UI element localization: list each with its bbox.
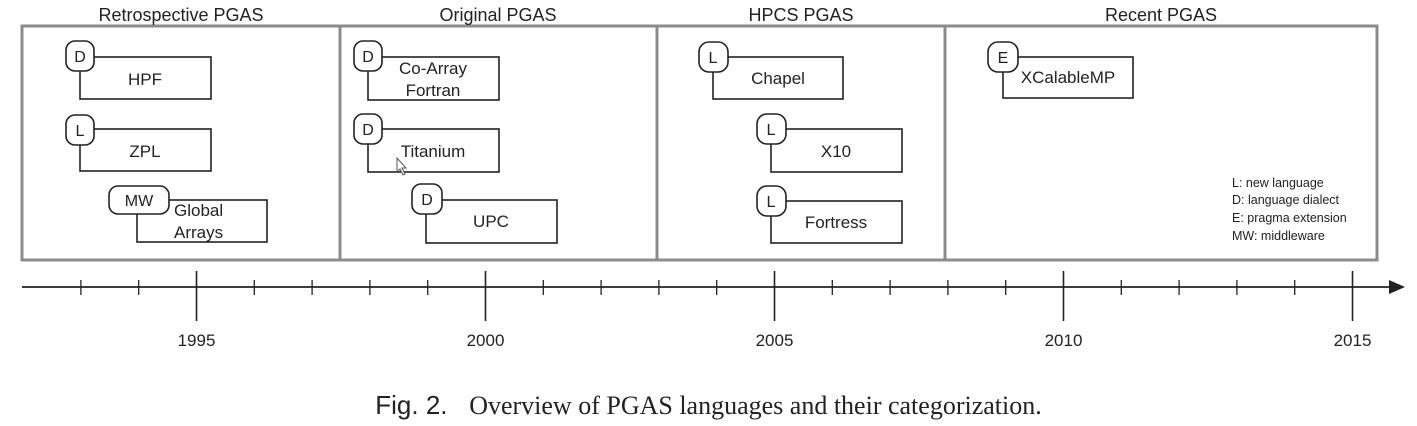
timeline-arrow-icon: [1389, 280, 1405, 294]
panel-title-recent: Recent PGAS: [1105, 5, 1217, 25]
figure-caption: Fig. 2. Overview of PGAS languages and t…: [0, 390, 1417, 421]
language-name: Titanium: [401, 142, 466, 161]
language-name: XCalableMP: [1021, 68, 1116, 87]
category-badge: [65, 40, 95, 72]
category-badge: [698, 41, 729, 73]
panel-title-original: Original PGAS: [439, 5, 556, 25]
category-label: L: [709, 50, 718, 67]
panel-frame: [20, 24, 1379, 262]
language-global-arrays: Global Arrays MW: [108, 185, 268, 243]
category-label: L: [76, 123, 85, 140]
year-label: 2010: [1045, 331, 1083, 350]
category-label: L: [767, 122, 776, 139]
year-label: 1995: [178, 331, 216, 350]
category-badge: [411, 183, 443, 215]
category-label: D: [74, 49, 86, 66]
year-label: 2015: [1334, 331, 1372, 350]
category-badge: [987, 41, 1019, 73]
language-chapel: Chapel L: [698, 41, 844, 100]
legend-item: MW: middleware: [1232, 229, 1325, 243]
language-name: HPF: [128, 70, 162, 89]
caption-label: Fig. 2.: [375, 390, 448, 420]
language-xcalablemp: XCalableMP E: [987, 41, 1134, 99]
language-name: Fortress: [805, 213, 867, 232]
language-name-line2: Fortran: [406, 81, 461, 100]
language-name-line1: Global: [174, 201, 223, 220]
category-badge: [353, 113, 383, 145]
language-fortress: Fortress L: [756, 185, 903, 244]
panel-title-hpcs: HPCS PGAS: [748, 5, 853, 25]
category-label: D: [421, 192, 433, 209]
legend-item: E: pragma extension: [1232, 211, 1347, 225]
language-name-line2: Arrays: [174, 223, 223, 242]
language-name: Chapel: [751, 69, 805, 88]
cursor-icon: [396, 156, 408, 176]
language-name: UPC: [473, 212, 509, 231]
language-name: X10: [821, 142, 851, 161]
language-titanium: Titanium D: [353, 113, 500, 173]
legend-item: D: language dialect: [1232, 193, 1340, 207]
language-x10: X10 L: [756, 113, 903, 173]
category-badge: [65, 114, 95, 146]
year-label: 2005: [756, 331, 794, 350]
category-label: L: [767, 194, 776, 211]
panel-title-retrospective: Retrospective PGAS: [98, 5, 263, 25]
language-zpl: ZPL L: [65, 114, 212, 172]
year-label: 2000: [467, 331, 505, 350]
language-co-array-fortran: Co-Array Fortran D: [353, 40, 500, 101]
category-badge: [756, 113, 787, 145]
language-upc: UPC D: [411, 183, 558, 244]
pgas-diagram: Retrospective PGAS Original PGAS HPCS PG…: [20, 5, 1405, 350]
category-label: D: [362, 122, 374, 139]
language-hpf: HPF D: [65, 40, 212, 100]
language-name-line1: Co-Array: [399, 59, 468, 78]
category-label: E: [998, 50, 1009, 67]
caption-text: Overview of PGAS languages and their cat…: [469, 391, 1042, 420]
language-name: ZPL: [129, 142, 160, 161]
category-label: D: [362, 49, 374, 66]
category-badge: [108, 185, 170, 215]
timeline: 1995 2000 2005 2010 2015: [22, 271, 1405, 350]
legend-item: L: new language: [1232, 176, 1324, 190]
legend: L: new language D: language dialect E: p…: [1232, 176, 1347, 243]
category-label: MW: [125, 193, 154, 210]
category-badge: [353, 40, 383, 72]
category-badge: [756, 185, 787, 217]
